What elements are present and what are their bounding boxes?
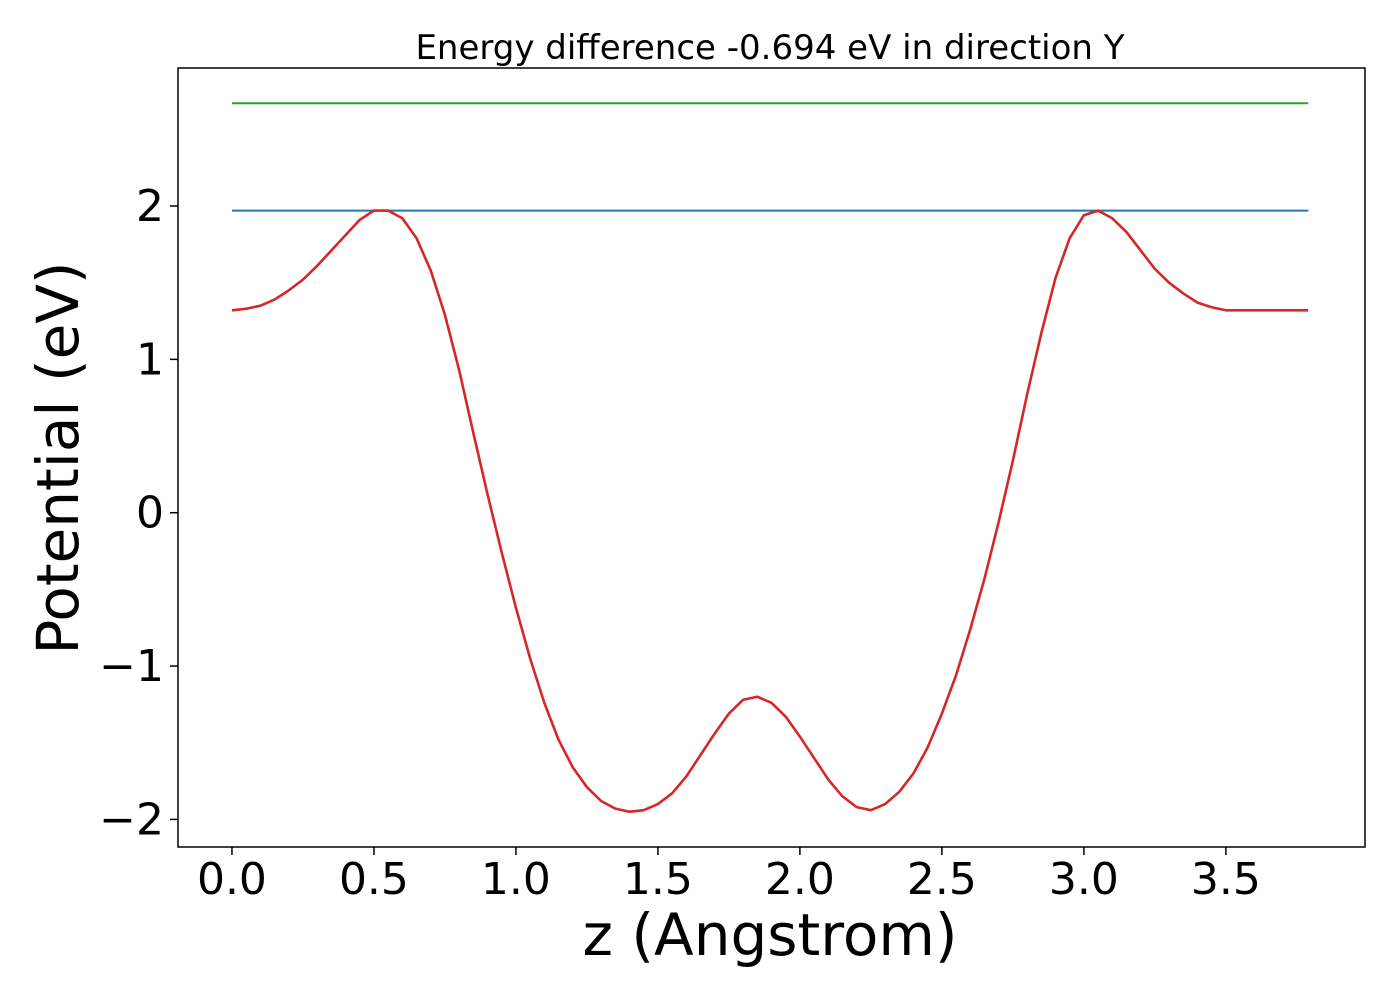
- y-axis-label: Potential (eV): [24, 261, 92, 654]
- y-tick-label: 0: [136, 488, 164, 539]
- x-tick-label: 0.0: [197, 854, 267, 905]
- x-axis-ticks: 0.0 0.5 1.0 1.5 2.0 2.5 3.0 3.5: [197, 847, 1261, 905]
- x-tick-label: 1.5: [623, 854, 693, 905]
- series-line-3: [231, 209, 1309, 814]
- x-tick-label: 1.0: [481, 854, 551, 905]
- chart-title: Energy difference -0.694 eV in direction…: [415, 28, 1124, 68]
- x-tick-label: 3.5: [1191, 854, 1261, 905]
- y-tick-label: −1: [99, 641, 164, 692]
- series-layer: [231, 102, 1309, 814]
- x-tick-label: 0.5: [339, 854, 409, 905]
- plot-area: 0.0 0.5 1.0 1.5 2.0 2.5 3.0 3.5 −2 −1 0 1 2: [99, 67, 1366, 905]
- y-axis-ticks: −2 −1 0 1 2: [99, 181, 178, 845]
- axes-frame: [177, 67, 1366, 848]
- y-tick-label: −2: [99, 794, 164, 845]
- y-tick-label: 1: [136, 334, 164, 385]
- x-tick-label: 3.0: [1049, 854, 1119, 905]
- x-tick-label: 2.0: [765, 854, 835, 905]
- y-tick-label: 2: [136, 181, 164, 232]
- x-axis-label: z (Angstrom): [583, 901, 958, 969]
- x-tick-label: 2.5: [907, 854, 977, 905]
